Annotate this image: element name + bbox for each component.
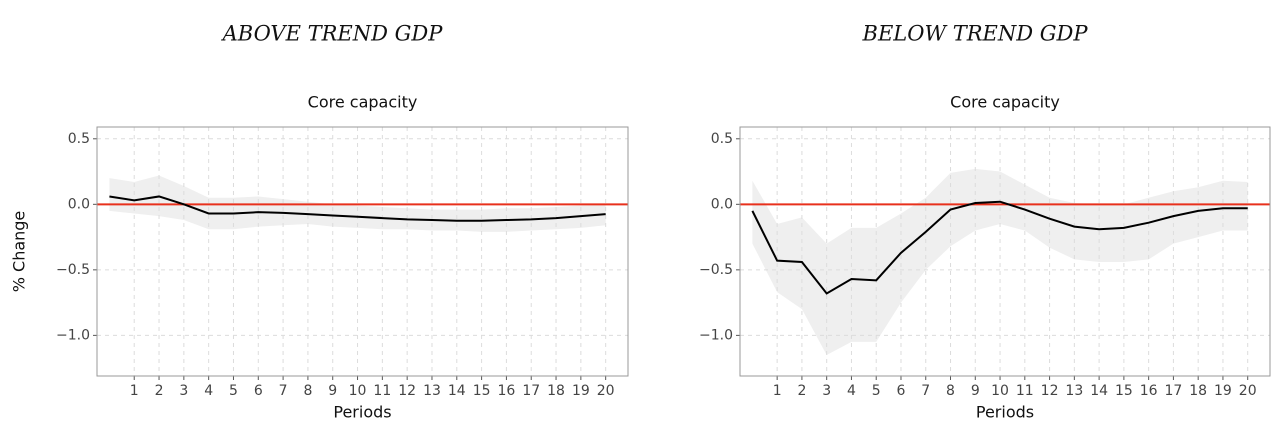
y-tick-label: −0.5	[699, 262, 733, 278]
data-line	[109, 195, 606, 222]
y-axis-label: % Change	[10, 211, 29, 293]
y-tick-label: 0.0	[711, 196, 733, 212]
x-tick-label: 20	[1239, 383, 1257, 399]
x-tick-label: 12	[398, 383, 416, 399]
x-tick-label: 5	[229, 383, 238, 399]
plot-background	[97, 127, 628, 376]
x-tick-label: 20	[597, 383, 615, 399]
x-tick-label: 14	[1090, 383, 1108, 399]
y-tick-label: 0.5	[711, 131, 733, 147]
chart-title: Core capacity	[308, 93, 418, 112]
data-line	[751, 200, 1248, 295]
x-tick-label: 13	[423, 383, 441, 399]
x-tick-label: 2	[797, 383, 806, 399]
x-tick-label: 10	[349, 383, 367, 399]
x-tick-label: 8	[303, 383, 312, 399]
x-tick-label: 5	[872, 383, 881, 399]
panel-header: ABOVE TREND GDP	[221, 22, 444, 46]
plot-border	[739, 126, 1271, 377]
x-axis-label: Periods	[976, 403, 1034, 422]
x-tick-label: 4	[847, 383, 856, 399]
x-tick-label: 15	[473, 383, 491, 399]
x-tick-label: 13	[1065, 383, 1083, 399]
y-tick-label: −0.5	[56, 262, 90, 278]
y-tick-label: 0.5	[68, 131, 90, 147]
x-tick-label: 6	[897, 383, 906, 399]
x-axis-label: Periods	[333, 403, 391, 422]
y-tick-label: −1.0	[56, 327, 90, 343]
x-tick-label: 8	[946, 383, 955, 399]
x-tick-label: 16	[498, 383, 516, 399]
x-tick-label: 9	[971, 383, 980, 399]
x-tick-label: 10	[991, 383, 1009, 399]
x-tick-label: 16	[1140, 383, 1158, 399]
x-tick-label: 17	[1164, 383, 1182, 399]
x-tick-label: 19	[1214, 383, 1232, 399]
x-tick-label: 1	[773, 383, 782, 399]
x-tick-label: 17	[522, 383, 540, 399]
x-tick-label: 9	[328, 383, 337, 399]
x-tick-label: 11	[373, 383, 391, 399]
panel-header: BELOW TREND GDP	[862, 22, 1089, 46]
x-tick-label: 3	[822, 383, 831, 399]
x-tick-label: 12	[1041, 383, 1059, 399]
x-tick-label: 6	[254, 383, 263, 399]
y-tick-label: 0.0	[68, 196, 90, 212]
x-tick-label: 7	[279, 383, 288, 399]
x-tick-label: 14	[448, 383, 466, 399]
x-tick-label: 4	[204, 383, 213, 399]
x-tick-label: 18	[1189, 383, 1207, 399]
plot-border	[96, 126, 629, 377]
x-tick-label: 2	[155, 383, 164, 399]
x-tick-label: 3	[179, 383, 188, 399]
chart-title: Core capacity	[950, 93, 1060, 112]
y-tick-label: −1.0	[699, 327, 733, 343]
x-tick-label: 19	[572, 383, 590, 399]
x-tick-label: 1	[130, 383, 139, 399]
x-tick-label: 15	[1115, 383, 1133, 399]
x-tick-label: 18	[547, 383, 565, 399]
x-tick-label: 11	[1016, 383, 1034, 399]
x-tick-label: 7	[921, 383, 930, 399]
